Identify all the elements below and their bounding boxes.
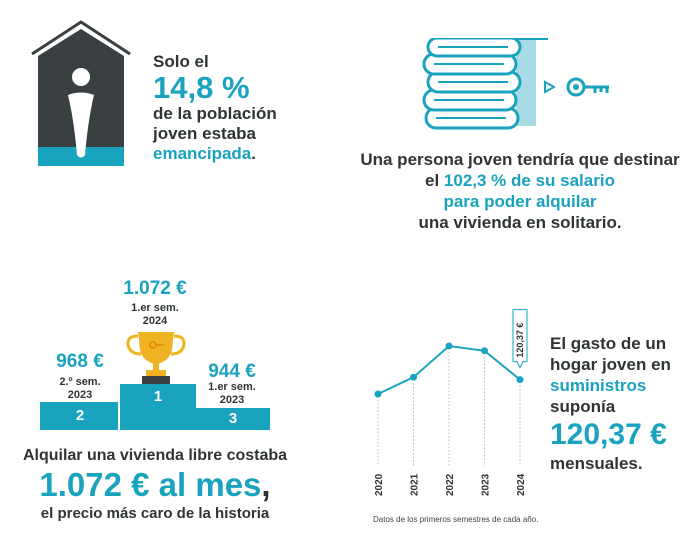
supplies-line6: mensuales. <box>550 454 643 473</box>
supplies-text: El gasto de un hogar joven en suministro… <box>550 333 690 474</box>
annotation-box <box>512 309 528 369</box>
podium-second-place: 2 <box>75 407 85 424</box>
x-tick-label: 2023 <box>481 473 492 496</box>
emancipation-value: 14,8 % <box>153 70 250 105</box>
x-tick-label: 2020 <box>374 473 385 496</box>
x-tick-label: 2024 <box>516 473 527 496</box>
annotation-label: 120,37 € <box>515 323 525 358</box>
key-icon <box>566 77 609 97</box>
podium-second-price: 968 € <box>56 351 104 372</box>
salary-line1: Una persona joven tendría que destinar <box>360 150 680 169</box>
podium-block-first: 1 <box>118 384 198 430</box>
emancipation-line4: joven estaba <box>153 124 256 143</box>
x-tick-label: 2021 <box>410 473 421 496</box>
data-point <box>410 373 417 381</box>
rent-big-suffix: , <box>261 466 271 503</box>
supplies-value: 120,37 € <box>550 418 667 451</box>
salary-line4: una vivienda en solitario. <box>418 213 622 232</box>
salary-line2-value: 102,3 % de su salario <box>443 171 615 190</box>
supplies-line4: suponía <box>550 397 616 416</box>
podium-second-year: 2023 <box>67 389 93 401</box>
data-point <box>516 376 524 384</box>
rent-line3: el precio más caro de la historia <box>40 505 270 522</box>
trophy-icon <box>126 332 186 385</box>
coins-stack-icon <box>422 38 548 130</box>
podium-third-year: 2023 <box>219 394 245 406</box>
podium-first-price: 1.072 € <box>123 278 187 299</box>
data-point <box>374 390 382 398</box>
rent-text: Alquilar una vivienda libre costaba 1.07… <box>5 447 305 522</box>
podium-first-sem: 1.er sem. <box>131 302 179 314</box>
supplies-line-chart: 2020 2021 2022 2023 2024 120,37 € <box>374 309 528 496</box>
podium-first-place: 1 <box>153 388 163 405</box>
arrow-right-icon <box>544 80 556 94</box>
supplies-highlight: suministros <box>550 376 647 395</box>
podium-block-third: 3 <box>196 408 270 430</box>
x-tick-label: 2022 <box>445 473 456 496</box>
podium-first-year: 2024 <box>142 315 168 327</box>
emancipation-text: Solo el 14,8 % de la población joven est… <box>153 52 353 164</box>
data-point <box>481 347 488 355</box>
emancipation-highlight: emancipada <box>153 144 252 163</box>
salary-line3: para poder alquilar <box>443 192 597 211</box>
supplies-line2: hogar joven en <box>550 355 671 374</box>
emancipation-suffix: . <box>251 144 256 163</box>
rent-big: 1.072 € al mes <box>39 466 262 503</box>
salary-text: Una persona joven tendría que destinar e… <box>330 149 690 233</box>
podium-block-second: 2 <box>40 402 120 430</box>
podium-third-sem: 1.er sem. <box>208 381 256 393</box>
podium-second-sem: 2.º sem. <box>59 376 101 388</box>
house-person-icon <box>31 20 131 166</box>
podium-third-price: 944 € <box>208 361 256 382</box>
data-point <box>445 342 453 350</box>
salary-line2-prefix: el <box>425 171 444 190</box>
emancipation-line3: de la población <box>153 104 277 123</box>
supplies-line1: El gasto de un <box>550 334 667 353</box>
rent-line1: Alquilar una vivienda libre costaba <box>22 447 288 464</box>
podium-third-place: 3 <box>228 410 238 427</box>
emancipation-line1: Solo el <box>153 52 209 71</box>
chart-note: Datos de los primeros semestres de cada … <box>373 515 539 524</box>
